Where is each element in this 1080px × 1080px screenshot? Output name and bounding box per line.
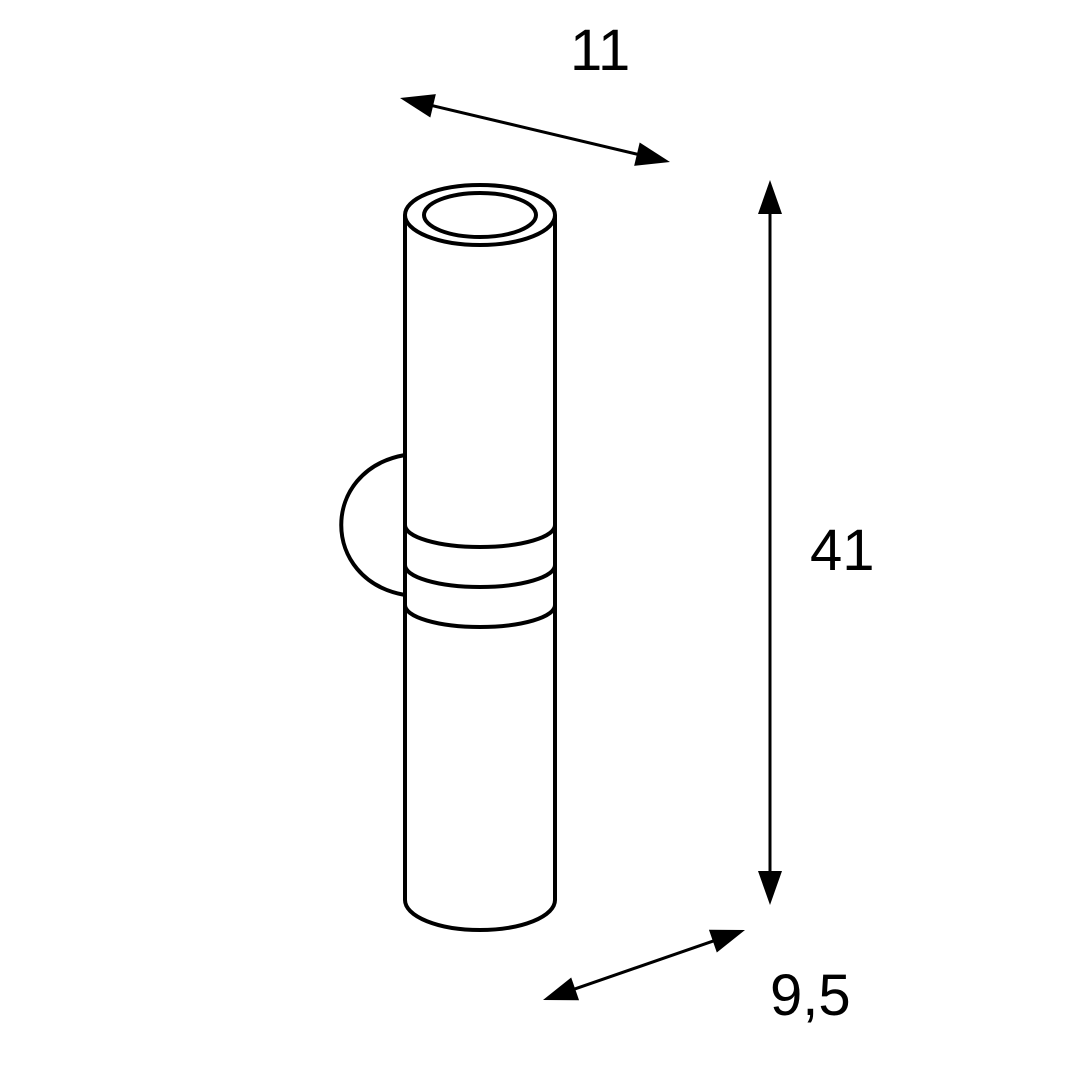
dimension-depth: 9,5: [543, 930, 851, 1028]
dimension-width-text: 11: [570, 18, 630, 83]
arrowhead-icon: [634, 142, 670, 165]
arrowhead-icon: [758, 180, 782, 214]
cylinder-ring: [405, 605, 555, 627]
wall-mount-plate: [341, 455, 405, 595]
cylinder-ring: [405, 525, 555, 547]
dimension-width: 11: [400, 18, 670, 166]
dimension-depth-text: 9,5: [770, 963, 851, 1028]
product-outline: [341, 185, 555, 930]
arrowhead-icon: [709, 930, 745, 953]
arrowhead-icon: [400, 94, 436, 117]
arrowhead-icon: [758, 871, 782, 905]
cylinder-ring: [405, 565, 555, 587]
dimension-height-text: 41: [810, 518, 875, 583]
dimension-height: 41: [758, 180, 875, 905]
technical-drawing: 11 41 9,5: [0, 0, 1080, 1080]
arrowhead-icon: [543, 978, 579, 1001]
